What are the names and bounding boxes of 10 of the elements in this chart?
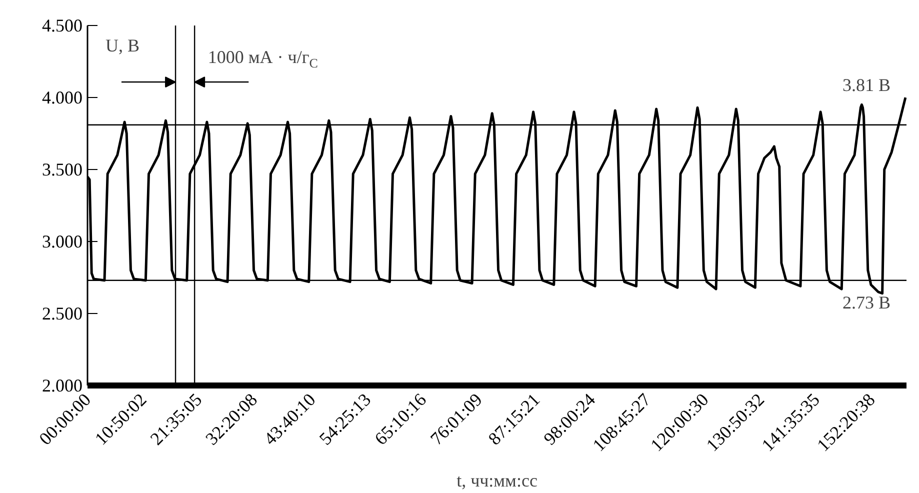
y-tick-label: 4.500 bbox=[42, 16, 82, 36]
y-tick-label: 3.000 bbox=[42, 232, 82, 252]
ref-line-label: 3.81 В bbox=[842, 74, 891, 95]
y-tick-label: 3.500 bbox=[42, 160, 82, 180]
y-tick-label: 4.000 bbox=[42, 88, 82, 108]
x-axis-title: t, чч:мм:сс bbox=[456, 470, 538, 490]
y-axis-title: U, В bbox=[106, 36, 140, 56]
y-tick-label: 2.000 bbox=[42, 376, 82, 396]
ref-line-label: 2.73 В bbox=[842, 292, 891, 312]
y-tick-label: 2.500 bbox=[42, 304, 82, 324]
